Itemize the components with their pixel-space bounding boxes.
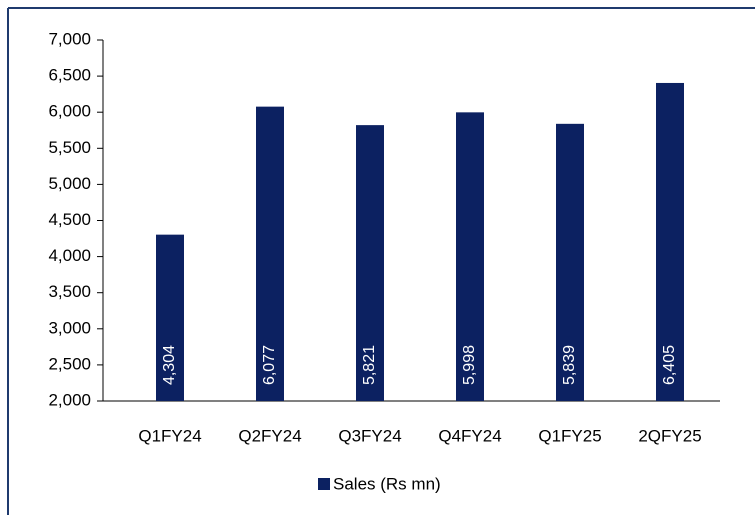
x-tick-label: Q3FY24 xyxy=(338,426,401,445)
x-tick-label: Q1FY25 xyxy=(538,426,601,445)
value-label: 5,839 xyxy=(561,345,578,385)
value-label: 5,998 xyxy=(461,345,478,385)
y-tick-label: 3,000 xyxy=(48,318,91,337)
legend-swatch xyxy=(318,478,330,490)
y-tick-label: 5,000 xyxy=(48,174,91,193)
bar xyxy=(156,234,184,401)
y-tick-label: 3,500 xyxy=(48,282,91,301)
value-label: 4,304 xyxy=(161,345,178,385)
bar xyxy=(456,112,484,402)
x-tick-label: Q4FY24 xyxy=(438,426,501,445)
x-tick-label: 2QFY25 xyxy=(638,426,701,445)
x-tick-label: Q2FY24 xyxy=(238,426,301,445)
value-label: 5,821 xyxy=(361,345,378,385)
legend-label: Sales (Rs mn) xyxy=(333,474,441,493)
y-tick-label: 6,500 xyxy=(48,66,91,85)
y-tick-label: 4,000 xyxy=(48,246,91,265)
y-tick-label: 7,000 xyxy=(48,29,91,48)
bar xyxy=(656,82,684,402)
y-tick-label: 5,500 xyxy=(48,138,91,157)
value-label: 6,077 xyxy=(261,345,278,385)
bar xyxy=(256,106,284,402)
x-tick-label: Q1FY24 xyxy=(138,426,201,445)
y-tick-label: 2,500 xyxy=(48,354,91,373)
y-tick-label: 4,500 xyxy=(48,210,91,229)
bar xyxy=(356,125,384,401)
y-tick-label: 6,000 xyxy=(48,102,91,121)
y-tick-label: 2,000 xyxy=(48,390,91,409)
bar xyxy=(556,123,584,401)
value-label: 6,405 xyxy=(661,345,678,385)
